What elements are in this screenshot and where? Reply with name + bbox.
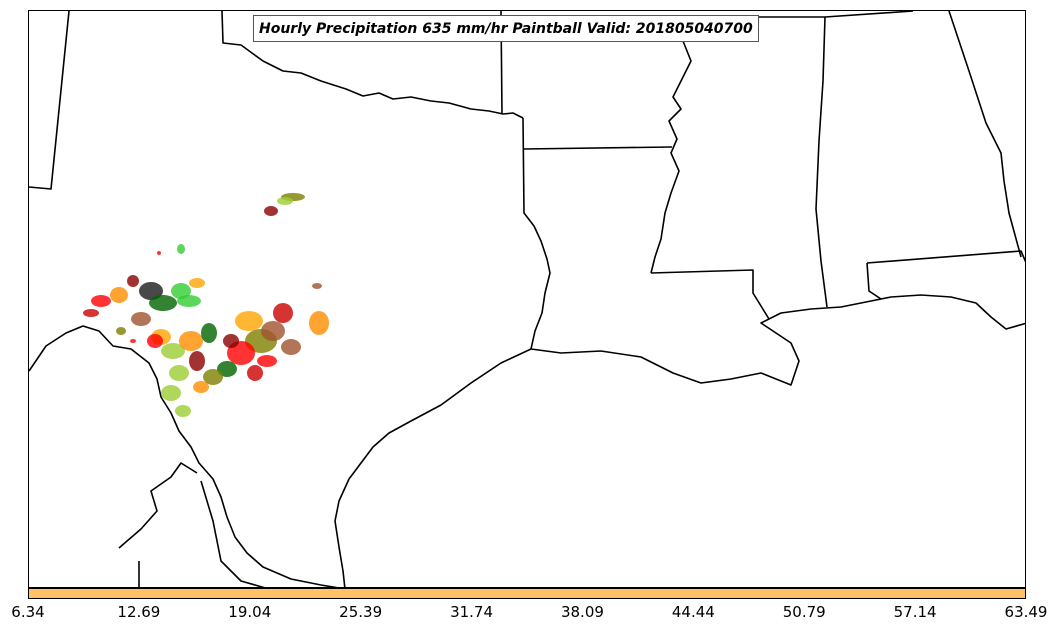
la-coastline bbox=[530, 294, 1025, 386]
precipitation-blob bbox=[217, 361, 237, 377]
tx-coastline bbox=[334, 348, 532, 587]
precipitation-blob bbox=[149, 295, 177, 311]
rio-grande bbox=[29, 325, 338, 587]
precipitation-blob bbox=[277, 197, 293, 205]
precipitation-blob bbox=[139, 282, 163, 300]
precipitation-blob bbox=[257, 355, 277, 367]
precipitation-paintballs bbox=[83, 193, 329, 417]
la-ms-border bbox=[650, 269, 770, 320]
precipitation-blob bbox=[177, 244, 185, 254]
mx-state-line-1 bbox=[118, 462, 198, 549]
colorbar-tick-label: 25.39 bbox=[339, 603, 383, 621]
red-river-border bbox=[221, 11, 524, 119]
precipitation-blob bbox=[110, 287, 128, 303]
precipitation-blob bbox=[179, 331, 203, 351]
mx-state-line-3 bbox=[200, 480, 265, 587]
ar-la-border bbox=[523, 146, 673, 150]
colorbar-tick-label: 31.74 bbox=[450, 603, 494, 621]
map-frame bbox=[28, 10, 1026, 588]
precipitation-blob bbox=[83, 309, 99, 317]
precipitation-blob bbox=[161, 385, 181, 401]
precipitation-blob bbox=[312, 283, 322, 289]
colorbar bbox=[28, 588, 1026, 599]
precipitation-blob bbox=[91, 295, 111, 307]
colorbar-tick-label: 57.14 bbox=[893, 603, 937, 621]
colorbar-tick-label: 19.04 bbox=[228, 603, 272, 621]
mississippi-river bbox=[650, 16, 692, 274]
tx-la-border bbox=[522, 117, 551, 350]
colorbar-tick-label: 12.69 bbox=[117, 603, 161, 621]
ms-al-border bbox=[815, 16, 828, 308]
precipitation-blob bbox=[235, 311, 263, 331]
precipitation-blob bbox=[281, 339, 301, 355]
precipitation-blob bbox=[189, 351, 205, 371]
colorbar-tick-label: 50.79 bbox=[782, 603, 826, 621]
precipitation-blob bbox=[130, 339, 136, 343]
precipitation-blob bbox=[247, 365, 263, 381]
precipitation-blob bbox=[177, 295, 201, 307]
al-fl-west bbox=[866, 262, 882, 300]
precipitation-blob bbox=[309, 311, 329, 335]
al-ga-border bbox=[948, 11, 1022, 258]
colorbar-tick-label: 44.44 bbox=[671, 603, 715, 621]
map-boundaries bbox=[29, 11, 1025, 587]
precipitation-blob bbox=[171, 283, 191, 299]
precipitation-blob bbox=[201, 323, 217, 343]
colorbar-tick-label: 38.09 bbox=[560, 603, 604, 621]
colorbar-tick-label: 63.49 bbox=[1004, 603, 1048, 621]
precipitation-blob bbox=[203, 369, 223, 385]
precipitation-blob bbox=[116, 327, 126, 335]
precipitation-blob bbox=[157, 251, 161, 255]
precipitation-blob bbox=[131, 312, 151, 326]
precipitation-blob bbox=[223, 334, 239, 348]
precipitation-blob bbox=[189, 278, 205, 288]
al-fl-border bbox=[866, 250, 1025, 264]
map-title: Hourly Precipitation 635 mm/hr Paintball… bbox=[253, 15, 759, 42]
precipitation-blob bbox=[127, 275, 139, 287]
precipitation-blob bbox=[161, 343, 185, 359]
colorbar-tick-label: 6.34 bbox=[11, 603, 45, 621]
map-canvas bbox=[29, 11, 1025, 587]
nm-tx-border bbox=[29, 11, 70, 190]
precipitation-blob bbox=[261, 321, 285, 341]
precipitation-blob bbox=[193, 381, 209, 393]
precipitation-blob bbox=[175, 405, 191, 417]
precipitation-blob bbox=[264, 206, 278, 216]
precipitation-blob bbox=[147, 334, 163, 348]
precipitation-blob bbox=[273, 303, 293, 323]
precipitation-blob bbox=[169, 365, 189, 381]
